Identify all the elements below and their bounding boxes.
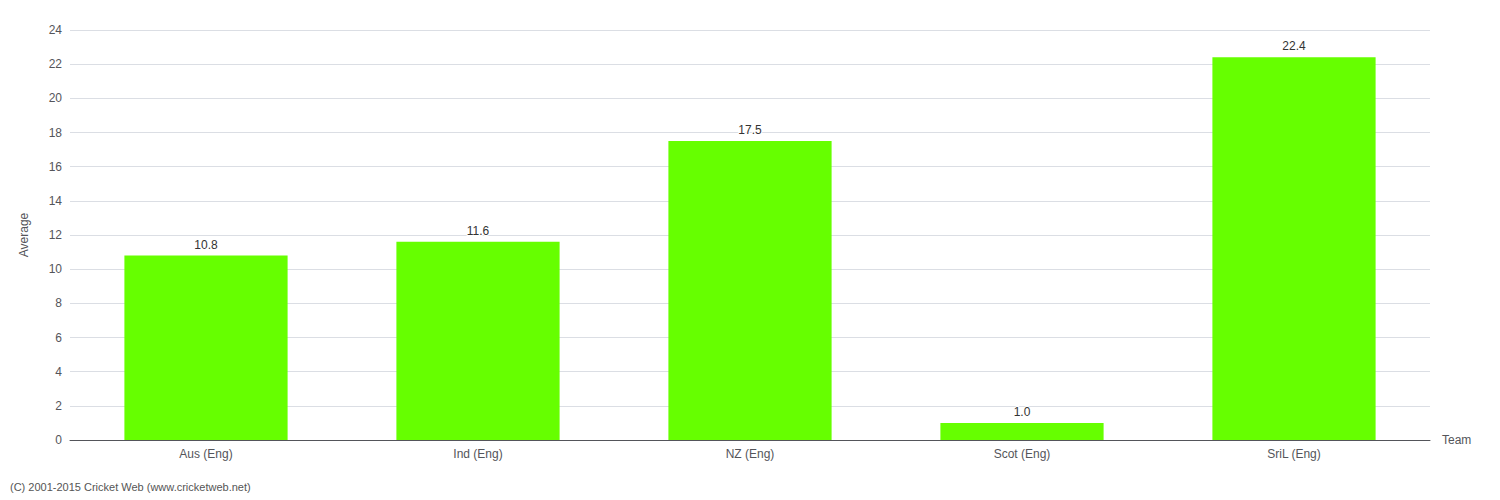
svg-text:SriL (Eng): SriL (Eng) [1267,447,1321,461]
svg-text:24: 24 [49,23,63,37]
svg-text:1.0: 1.0 [1014,405,1031,419]
svg-text:11.6: 11.6 [467,224,490,238]
svg-text:12: 12 [49,228,63,242]
svg-text:NZ (Eng): NZ (Eng) [726,447,775,461]
svg-text:10.8: 10.8 [194,238,218,252]
svg-text:Team: Team [1442,433,1471,447]
svg-text:(C) 2001-2015 Cricket Web (www: (C) 2001-2015 Cricket Web (www.cricketwe… [10,481,251,493]
svg-text:14: 14 [49,194,63,208]
svg-text:16: 16 [49,160,63,174]
svg-text:10: 10 [49,262,63,276]
svg-text:0: 0 [55,433,62,447]
svg-text:Scot (Eng): Scot (Eng) [994,447,1051,461]
svg-text:8: 8 [55,296,62,310]
svg-text:22: 22 [49,57,63,71]
svg-text:18: 18 [49,126,63,140]
svg-text:20: 20 [49,91,63,105]
svg-text:17.5: 17.5 [738,123,762,137]
svg-text:6: 6 [55,331,62,345]
svg-text:Aus (Eng): Aus (Eng) [179,447,232,461]
svg-text:Ind (Eng): Ind (Eng) [453,447,502,461]
svg-text:22.4: 22.4 [1282,39,1306,53]
svg-text:Average: Average [17,212,31,257]
svg-text:2: 2 [55,399,62,413]
svg-text:4: 4 [55,365,62,379]
